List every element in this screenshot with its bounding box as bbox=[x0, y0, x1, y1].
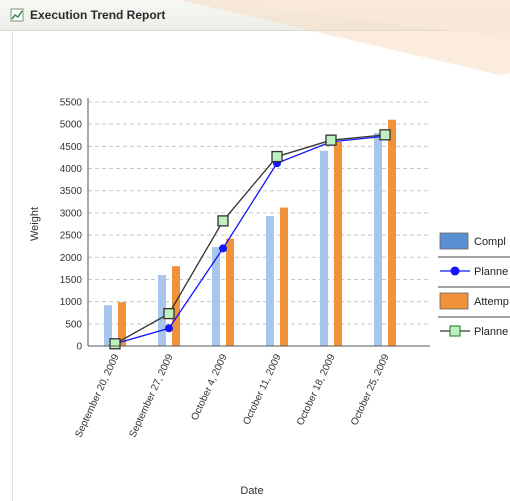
legend-label: Compl bbox=[474, 236, 506, 248]
y-tick-labels: 0 500 1000 1500 2000 2500 3000 3500 4000 4500 5000… bbox=[60, 98, 83, 353]
line-planne bbox=[114, 135, 386, 345]
bar-attemp bbox=[226, 238, 234, 346]
x-tick-label: October 25, 2009 bbox=[349, 352, 392, 427]
x-tick-label: October 18, 2009 bbox=[295, 352, 338, 427]
y-tick-label: 4000 bbox=[60, 164, 83, 175]
bar-compl bbox=[158, 275, 166, 346]
legend-marker-circle bbox=[450, 266, 460, 276]
x-tick-label: October 11, 2009 bbox=[241, 352, 283, 426]
bar-attemp bbox=[334, 141, 342, 346]
line-point-circle bbox=[219, 244, 227, 253]
panel-border bbox=[12, 30, 13, 501]
bar-compl bbox=[320, 150, 328, 346]
bar-compl bbox=[266, 216, 274, 346]
y-tick-label: 2000 bbox=[60, 253, 83, 264]
bar-attemp bbox=[172, 266, 180, 346]
line-planne bbox=[114, 134, 386, 345]
line-point-square bbox=[379, 129, 391, 141]
chart-legend: Compl Planne Attemp Planne bbox=[438, 232, 510, 338]
y-tick-label: 0 bbox=[76, 342, 82, 353]
y-tick-label: 3000 bbox=[60, 208, 83, 219]
y-axis-title: Weight bbox=[29, 207, 41, 241]
x-tick-label: October 4, 2009 bbox=[189, 352, 229, 422]
bar-marks bbox=[104, 119, 396, 346]
line-point-square bbox=[163, 307, 175, 320]
y-tick-label: 1500 bbox=[60, 275, 83, 286]
line-point-circle bbox=[165, 324, 173, 333]
legend-label: Attemp bbox=[474, 296, 509, 308]
chart-report-icon bbox=[10, 8, 24, 22]
y-tick-label: 5500 bbox=[60, 98, 83, 109]
bar-compl bbox=[212, 247, 220, 346]
y-tick-label: 4500 bbox=[60, 142, 83, 153]
grid-lines bbox=[88, 101, 430, 325]
bar-compl bbox=[374, 133, 382, 346]
line-point-square bbox=[109, 338, 121, 350]
line-point-square bbox=[325, 134, 337, 146]
y-tick-label: 3500 bbox=[60, 186, 83, 197]
legend-swatch-attemp bbox=[439, 292, 469, 310]
legend-label: Planne bbox=[474, 266, 508, 278]
x-tick-labels: September 20, 2009 September 27, 2009 Octo… bbox=[73, 352, 391, 439]
line-point-square bbox=[217, 215, 229, 227]
y-tick-label: 2500 bbox=[60, 231, 83, 242]
bar-attemp bbox=[280, 207, 288, 346]
line-point-square bbox=[271, 150, 283, 163]
y-tick-label: 5000 bbox=[60, 120, 83, 131]
x-tick-label: September 27, 2009 bbox=[127, 352, 175, 439]
bar-attemp bbox=[118, 302, 126, 346]
legend-label: Planne bbox=[474, 326, 508, 338]
legend-swatch-compl bbox=[439, 232, 469, 250]
bar-compl bbox=[104, 305, 112, 346]
y-tick-label: 1000 bbox=[60, 297, 83, 308]
line-marks bbox=[109, 129, 391, 350]
y-tick-label: 500 bbox=[65, 319, 82, 330]
window-title: Execution Trend Report bbox=[30, 8, 166, 22]
legend-marker-square bbox=[449, 325, 461, 337]
chart-axes bbox=[87, 98, 430, 347]
x-axis-title: Date bbox=[240, 485, 263, 497]
x-tick-label: September 20, 2009 bbox=[73, 352, 121, 439]
bar-attemp bbox=[388, 119, 396, 346]
